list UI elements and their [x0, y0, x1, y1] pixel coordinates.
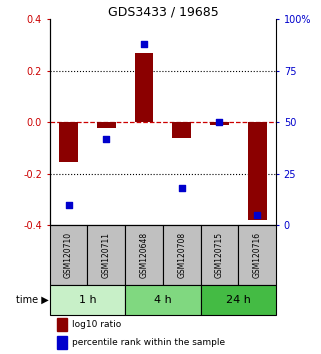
- Bar: [59, 122, 78, 162]
- Bar: [210, 122, 229, 125]
- Bar: [87, 225, 125, 285]
- Bar: [56, 336, 67, 349]
- Bar: [238, 225, 276, 285]
- Bar: [163, 225, 201, 285]
- Text: GSM120708: GSM120708: [177, 232, 186, 278]
- Text: time ▶: time ▶: [16, 295, 48, 305]
- Text: GSM120711: GSM120711: [102, 232, 111, 278]
- Point: [179, 185, 184, 191]
- Point: [217, 120, 222, 125]
- Text: log10 ratio: log10 ratio: [73, 320, 122, 329]
- Point: [66, 202, 71, 207]
- Bar: [50, 225, 87, 285]
- Bar: [125, 285, 201, 315]
- Text: 24 h: 24 h: [226, 295, 251, 305]
- Text: 4 h: 4 h: [154, 295, 172, 305]
- Text: GSM120710: GSM120710: [64, 232, 73, 278]
- Point: [255, 212, 260, 218]
- Bar: [97, 122, 116, 128]
- Title: GDS3433 / 19685: GDS3433 / 19685: [108, 5, 218, 18]
- Text: GSM120715: GSM120715: [215, 232, 224, 278]
- Text: 1 h: 1 h: [79, 295, 96, 305]
- Bar: [125, 225, 163, 285]
- Bar: [172, 122, 191, 138]
- Bar: [201, 285, 276, 315]
- Bar: [56, 318, 67, 331]
- Text: GSM120648: GSM120648: [140, 232, 149, 278]
- Text: GSM120716: GSM120716: [253, 232, 262, 278]
- Bar: [248, 122, 267, 220]
- Text: percentile rank within the sample: percentile rank within the sample: [73, 338, 226, 347]
- Bar: [50, 285, 125, 315]
- Point: [104, 136, 109, 142]
- Bar: [201, 225, 238, 285]
- Point: [142, 41, 147, 47]
- Bar: [134, 53, 153, 122]
